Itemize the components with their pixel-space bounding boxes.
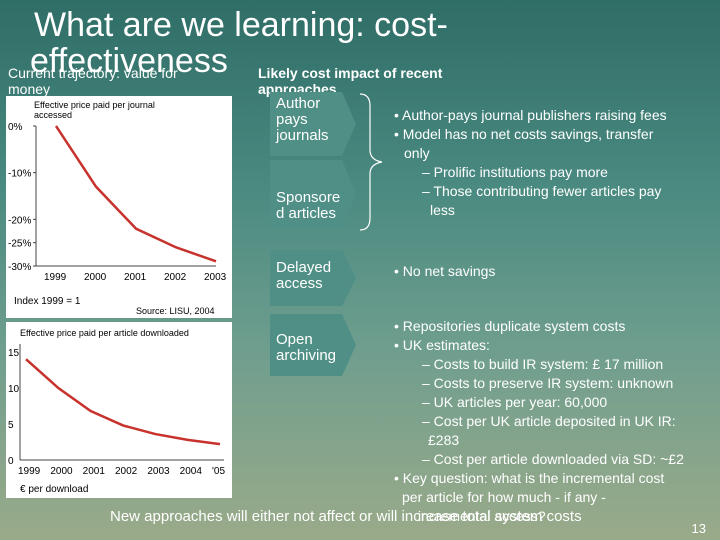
impact-bullet: • Repositories duplicate system costs (394, 318, 626, 334)
chart1-index-note: Index 1999 = 1 (14, 296, 81, 307)
chart2-y-tick: 10 (8, 384, 20, 395)
approach-label-open-archiving: Open archiving (276, 331, 337, 364)
impact-subbullet: – Cost per article downloaded via SD: ~£… (422, 451, 684, 467)
impact-bullet: • No net savings (394, 263, 496, 279)
left-heading-line1: Current trajectory: value for (8, 65, 178, 81)
chart1-y-tick: -20% (8, 215, 31, 226)
chart1-x-tick: 1999 (44, 272, 67, 283)
chart2-x-tick: 2003 (147, 466, 170, 477)
chart2-x-tick: 2004 (180, 466, 203, 477)
impact-bullet-cont: per article for how much - if any - (402, 489, 606, 505)
chart2-x-tick: 2002 (115, 466, 138, 477)
impact-bullet: • Model has no net costs savings, transf… (394, 126, 654, 142)
chart1-x-tick: 2001 (124, 272, 147, 283)
impact-bullet: • UK estimates: (394, 337, 490, 353)
chart2-x-tick: 2001 (83, 466, 106, 477)
chart1-series-line (54, 125, 217, 263)
chart1-y-tick: -30% (8, 262, 31, 273)
chart1-svg: Effective price paid per journal accesse… (8, 100, 227, 316)
chart2-x-tick: 1999 (18, 466, 41, 477)
page-number: 13 (691, 521, 706, 536)
slide-title-line1: What are we learning: cost- (34, 6, 448, 44)
approach-label-delayed-access: Delayed access (276, 259, 332, 292)
approach-arrow-3: Delayed access (270, 250, 356, 306)
chart2-x-tick: 2000 (50, 466, 73, 477)
impact-bullet-cont: incremental access? (418, 508, 546, 524)
impacts-group-2: • No net savings (394, 262, 718, 281)
approach-arrow-2: Sponsore d articles (270, 160, 356, 228)
chart2-y-tick: 15 (8, 348, 20, 359)
right-heading-line1: Likely cost impact of recent (258, 65, 443, 81)
impact-subbullet: – Cost per UK article deposited in UK IR… (422, 413, 676, 429)
slide-title-line2: effectiveness (30, 42, 228, 80)
chart1-source: Source: LISU, 2004 (136, 306, 215, 316)
chart1-subtitle-line1: Effective price paid per journal (34, 100, 155, 110)
chart2-series-line (25, 358, 221, 446)
impact-subbullet: – UK articles per year: 60,000 (422, 394, 608, 410)
chart1-x-tick: 2003 (204, 272, 227, 283)
approach-arrow-1: Author pays journals (270, 92, 356, 156)
chart1-x-tick: 2002 (164, 272, 187, 283)
footer-text: New approaches will either not affect or… (110, 508, 582, 525)
chart1-y-tick: -25% (8, 239, 31, 250)
impact-subbullet-cont: £283 (428, 432, 460, 448)
brace-group-1 (359, 93, 383, 231)
approach-label-sponsored: Sponsore d articles (276, 189, 341, 222)
impact-subbullet: – Prolific institutions pay more (422, 164, 608, 180)
chart1-panel: Effective price paid per journal accesse… (6, 96, 232, 318)
chart1-y-tick: 0% (8, 122, 23, 133)
chart2-y-tick: 0 (8, 456, 14, 467)
approach-label-author-pays: Author pays journals (276, 95, 329, 144)
impacts-group-1: • Author-pays journal publishers raising… (394, 106, 718, 220)
impact-bullet-cont: only (404, 145, 430, 161)
chart1-subtitle-line2: accessed (34, 110, 72, 120)
impact-bullet: • Key question: what is the incremental … (394, 470, 665, 486)
impacts-group-3: • Repositories duplicate system costs • … (394, 317, 718, 526)
chart2-y-tick: 5 (8, 420, 14, 431)
impact-subbullet: – Costs to preserve IR system: unknown (422, 375, 674, 391)
chart2-subtitle: Effective price paid per article downloa… (20, 328, 189, 338)
chart2-svg: Effective price paid per article downloa… (8, 328, 225, 495)
impact-subbullet-cont: less (430, 202, 455, 218)
approach-arrow-4: Open archiving (270, 314, 356, 376)
chart1-y-tick: -10% (8, 169, 31, 180)
impact-subbullet: – Those contributing fewer articles pay (422, 183, 662, 199)
impact-bullet: • Author-pays journal publishers raising… (394, 107, 667, 123)
chart1-x-tick: 2000 (84, 272, 107, 283)
chart2-panel: Effective price paid per article downloa… (6, 322, 232, 498)
left-heading-line2: money (8, 81, 51, 97)
impact-subbullet: – Costs to build IR system: £ 17 million (422, 356, 664, 372)
chart2-unit: € per download (20, 484, 88, 495)
chart2-x-tick: '05 (212, 466, 225, 477)
